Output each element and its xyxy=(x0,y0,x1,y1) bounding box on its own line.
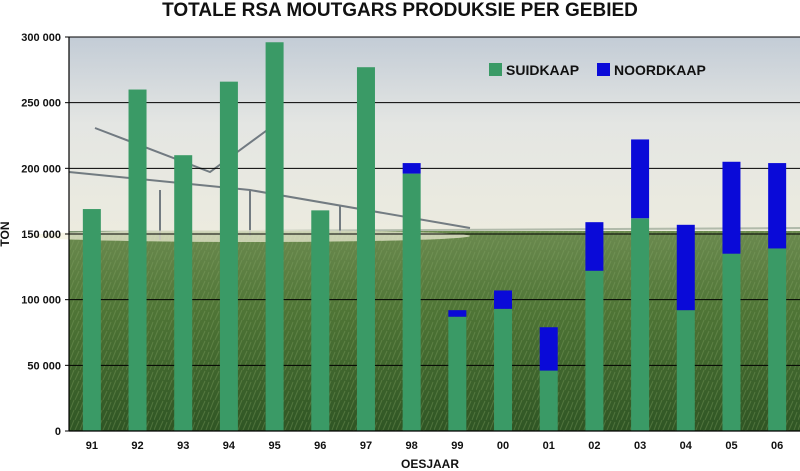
legend-swatch-noordkaap xyxy=(597,63,610,76)
x-tick-label: 00 xyxy=(497,440,509,452)
x-tick-label: 02 xyxy=(588,440,600,452)
bar-suidkaap-94 xyxy=(219,81,238,432)
x-tick-label: 03 xyxy=(634,440,646,452)
legend-label-noordkaap: NOORDKAAP xyxy=(614,62,706,78)
x-axis-label: OESJAAR xyxy=(401,457,459,471)
x-tick-label: 91 xyxy=(86,440,98,452)
x-tick-label: 98 xyxy=(406,440,418,452)
chart-title: TOTALE RSA MOUTGARS PRODUKSIE PER GEBIED xyxy=(162,0,638,21)
x-tick-label: 04 xyxy=(680,440,693,452)
bar-suidkaap-01 xyxy=(539,370,558,431)
legend-swatch-suidkaap xyxy=(489,63,502,76)
x-tick-label: 05 xyxy=(725,440,737,452)
bar-suidkaap-99 xyxy=(448,316,467,431)
y-tick-label: 150 000 xyxy=(21,229,61,241)
x-tick-label: 94 xyxy=(223,440,236,452)
legend-label-suidkaap: SUIDKAAP xyxy=(506,62,579,78)
legend: SUIDKAAP NOORDKAAP xyxy=(489,62,706,78)
bar-suidkaap-06 xyxy=(768,248,787,431)
y-tick-label: 300 000 xyxy=(21,32,61,44)
bar-suidkaap-93 xyxy=(174,155,193,431)
x-tick-label: 99 xyxy=(451,440,463,452)
bar-suidkaap-05 xyxy=(722,253,741,431)
bar-noordkaap-02 xyxy=(585,222,604,271)
bar-suidkaap-02 xyxy=(585,270,604,431)
y-tick-label: 250 000 xyxy=(21,98,61,110)
bar-suidkaap-00 xyxy=(494,308,513,431)
bar-suidkaap-96 xyxy=(311,210,330,431)
y-axis-label: TON xyxy=(0,221,12,246)
bars xyxy=(82,42,787,432)
bar-suidkaap-91 xyxy=(82,209,101,431)
y-tick-label: 200 000 xyxy=(21,163,61,175)
x-tick-label: 96 xyxy=(314,440,326,452)
y-tick-label: 50 000 xyxy=(27,360,61,372)
x-tick-label: 06 xyxy=(771,440,783,452)
bar-noordkaap-06 xyxy=(768,163,787,249)
bar-noordkaap-04 xyxy=(676,224,695,311)
x-tick-labels: 91 92 93 94 95 96 97 98 99 00 01 02 03 04 05 06 xyxy=(86,440,784,452)
x-tick-label: 01 xyxy=(543,440,555,452)
bar-noordkaap-99 xyxy=(448,310,467,317)
bar-suidkaap-92 xyxy=(128,89,147,432)
bar-suidkaap-04 xyxy=(676,310,695,431)
bar-noordkaap-03 xyxy=(631,139,650,219)
bar-suidkaap-97 xyxy=(356,67,375,431)
bar-suidkaap-95 xyxy=(265,42,284,432)
x-tick-label: 93 xyxy=(177,440,189,452)
bar-noordkaap-00 xyxy=(494,290,513,309)
y-tick-labels: 0 50 000 100 000 150 000 200 000 250 000 300 0… xyxy=(21,32,69,438)
y-tick-label: 100 000 xyxy=(21,295,61,307)
x-tick-label: 92 xyxy=(131,440,143,452)
bar-noordkaap-98 xyxy=(402,163,421,174)
bar-suidkaap-03 xyxy=(631,218,650,431)
bar-noordkaap-01 xyxy=(539,327,558,371)
y-tick-label: 0 xyxy=(55,426,61,438)
x-tick-label: 95 xyxy=(268,440,280,452)
bar-noordkaap-05 xyxy=(722,161,741,254)
bar-suidkaap-98 xyxy=(402,173,421,431)
x-tick-label: 97 xyxy=(360,440,372,452)
